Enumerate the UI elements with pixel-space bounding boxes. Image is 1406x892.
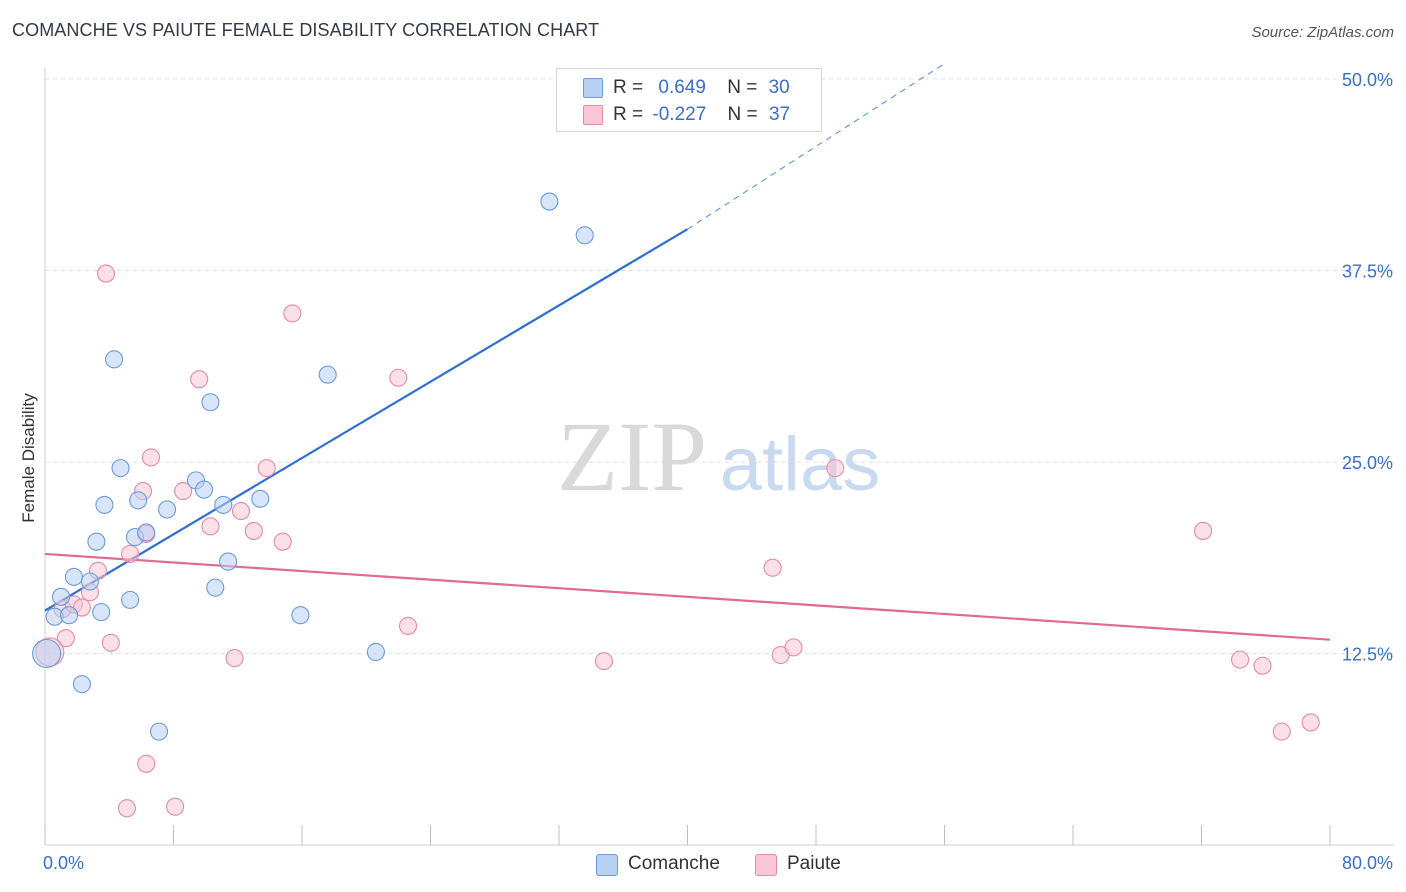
y-tick-label: 50.0% [1342,70,1393,90]
paiute-point [594,652,614,671]
paiute-point [784,638,803,657]
paiute-point [201,517,220,536]
comanche-point [206,578,225,597]
watermark-atlas: atlas [720,422,881,507]
comanche-point [111,459,130,478]
n-label: N = [727,104,758,125]
comanche-swatch [583,78,603,98]
comanche-point [194,480,214,499]
paiute-point [1231,650,1250,669]
y-tick-label: 25.0% [1342,453,1393,473]
r-label: R = [613,104,644,125]
paiute-point [1272,722,1291,741]
paiute-point [56,629,75,648]
comanche-point [251,489,270,508]
watermark: ZIP atlas [557,401,880,512]
comanche-point [32,638,62,669]
comanche-point [92,603,111,622]
paiute-point [121,544,140,563]
paiute-point [826,459,845,478]
comanche-legend-swatch [596,854,618,876]
n-value: 37 [768,104,791,125]
watermark-zip: ZIP [557,401,707,512]
data-points [32,192,1320,818]
comanche-point [95,495,114,514]
paiute-point [1194,521,1213,540]
paiute-point [166,797,185,816]
y-axis-label: Female Disability [19,393,38,523]
n-label: N = [727,77,758,98]
r-label: R = [613,77,644,98]
comanche-point [52,587,71,606]
comanche-point [105,350,124,369]
r-value: 0.649 [658,77,706,98]
comanche-point [137,523,156,542]
paiute-point [231,501,251,521]
trend-lines [44,63,1331,641]
tick-labels: 12.5% 25.0% 37.5% 50.0% 0.0% 80.0% [43,70,1393,873]
comanche-point [214,495,233,514]
axes [44,68,1394,846]
comanche-point [129,491,148,510]
paiute-point [1253,656,1272,675]
correlation-legend: R = 0.649 N = 30 R = -0.227 N = 37 [556,68,822,132]
x-tick-label-max: 80.0% [1342,853,1393,873]
source-label: Source: ZipAtlas.com [1251,24,1394,41]
paiute-swatch [583,105,603,125]
comanche-point [540,192,559,211]
comanche-point [366,642,385,662]
paiute-point [137,754,156,773]
paiute-legend-label: Paiute [787,853,841,874]
comanche-trend-line [44,228,689,612]
comanche-point [121,590,140,609]
paiute-legend-swatch [755,854,777,876]
comanche-point [60,606,79,625]
comanche-point [87,532,106,551]
n-value: 30 [768,77,790,98]
paiute-point [389,368,408,387]
y-tick-label: 37.5% [1342,262,1393,282]
comanche-trend-extension [687,63,945,230]
comanche-point [219,552,238,571]
comanche-legend-label: Comanche [628,853,720,874]
paiute-point [96,264,116,283]
paiute-point [273,532,292,551]
comanche-point [575,226,594,245]
paiute-point [244,521,263,540]
y-tick-label: 12.5% [1342,645,1393,665]
paiute-point [283,304,302,323]
comanche-point [149,722,169,741]
paiute-point [101,633,120,652]
paiute-point [174,482,193,501]
paiute-point [1301,713,1320,732]
comanche-point [80,572,100,591]
comanche-point [72,675,91,694]
comanche-point [201,393,220,412]
paiute-trend-line [44,552,1331,641]
paiute-point [398,616,418,635]
paiute-point [763,558,782,577]
chart-title: COMANCHE VS PAIUTE FEMALE DISABILITY COR… [12,20,600,40]
paiute-point [117,799,136,818]
paiute-point [141,448,161,467]
paiute-point [190,370,209,389]
comanche-point [158,500,177,519]
x-tick-label-min: 0.0% [43,853,84,873]
r-value: -0.227 [652,104,707,125]
comanche-point [64,567,83,586]
paiute-point [257,459,276,478]
comanche-point [291,606,310,625]
paiute-point [225,649,244,668]
comanche-point [318,365,337,384]
